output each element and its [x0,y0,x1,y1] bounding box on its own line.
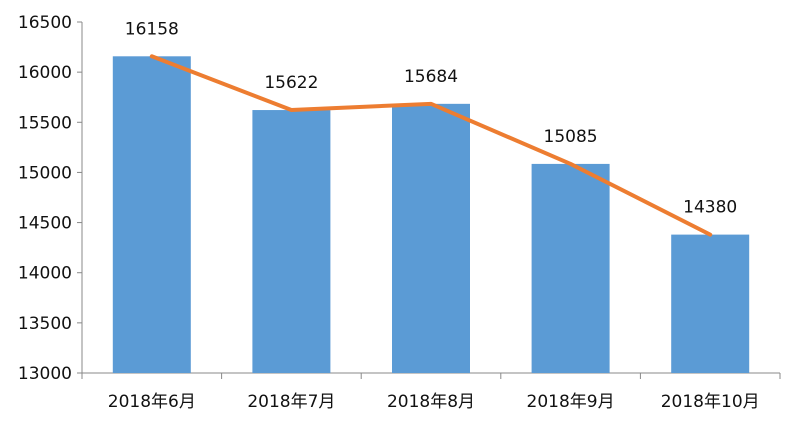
x-tick-label: 2018年7月 [247,392,335,412]
y-tick-label: 14500 [18,214,72,234]
x-tick-label: 2018年8月 [387,392,475,412]
series-line [149,54,713,237]
bars [112,56,750,374]
y-tick-label: 13500 [18,314,72,334]
y-tick-label: 16500 [18,13,72,33]
data-label: 15085 [544,127,598,147]
y-tick-label: 14000 [18,264,72,284]
x-tick-label: 2018年10月 [661,392,760,412]
bar [531,163,610,373]
y-tick-label: 15500 [18,113,72,133]
data-label: 14380 [683,198,737,218]
data-label: 16158 [125,19,179,39]
data-label: 15622 [264,73,318,93]
x-axis: 2018年6月 2018年7月 2018年8月 2018年9月 2018年10月 [81,372,781,412]
y-axis: 13000 13500 14000 14500 15000 15500 16000 16500 [18,13,83,384]
bar [112,56,191,373]
x-tick-label: 2018年6月 [108,392,196,412]
y-tick-label: 15000 [18,163,72,183]
x-tick-label: 2018年9月 [527,392,615,412]
y-tick-label: 16000 [18,63,72,83]
trend-line [149,54,713,237]
bar [392,103,470,374]
data-labels: 16158 15622 15684 15085 14380 [125,19,737,217]
data-label: 15684 [404,67,458,87]
bar [252,110,331,374]
y-tick-label: 13000 [18,364,72,384]
bar [671,234,750,373]
